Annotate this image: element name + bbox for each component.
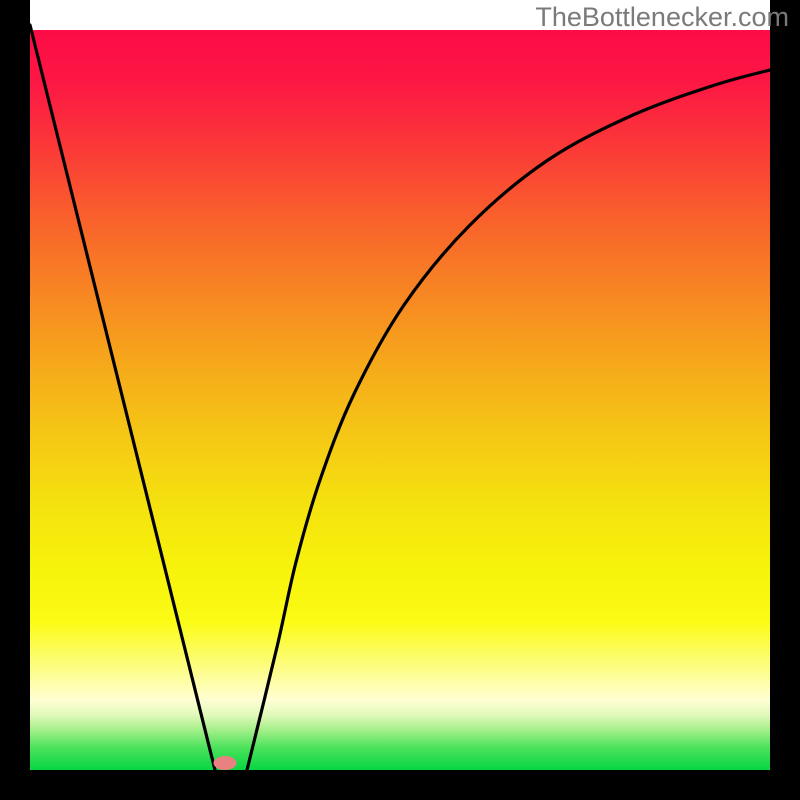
watermark-text: TheBottlenecker.com	[535, 2, 789, 32]
gradient-background	[30, 30, 770, 770]
chart-svg: TheBottlenecker.com	[0, 0, 800, 800]
bottleneck-marker	[214, 757, 236, 770]
bottleneck-chart: TheBottlenecker.com	[0, 0, 800, 800]
